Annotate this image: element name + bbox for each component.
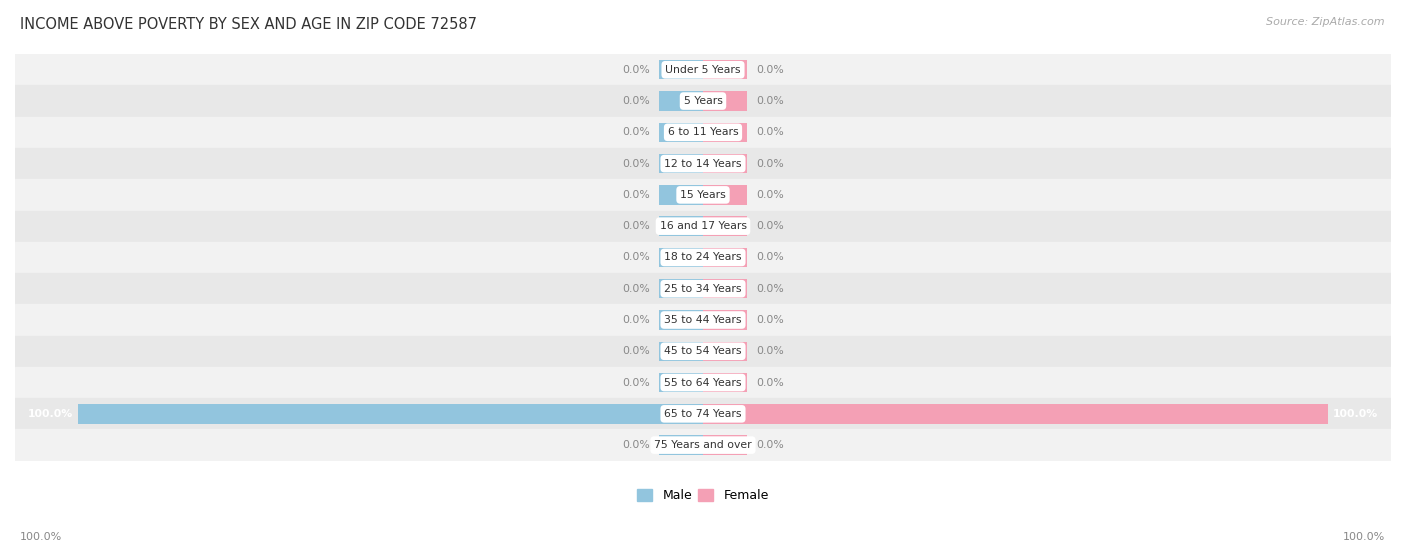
Text: 25 to 34 Years: 25 to 34 Years [664, 284, 742, 293]
Bar [15, 398, 1391, 429]
Bar [703, 91, 747, 111]
Legend: Male, Female: Male, Female [633, 484, 773, 508]
Bar [77, 404, 703, 424]
Bar [659, 373, 703, 392]
Bar [703, 60, 747, 79]
Text: 100.0%: 100.0% [1333, 409, 1378, 419]
Bar [15, 304, 1391, 335]
Bar [15, 273, 1391, 304]
Bar [703, 404, 1329, 424]
Bar [659, 91, 703, 111]
Text: 0.0%: 0.0% [621, 221, 650, 231]
Text: 55 to 64 Years: 55 to 64 Years [664, 377, 742, 387]
Bar [703, 435, 747, 455]
Bar [703, 185, 747, 205]
Text: 0.0%: 0.0% [756, 377, 785, 387]
Bar [15, 179, 1391, 211]
Bar [703, 373, 747, 392]
Bar [15, 148, 1391, 179]
Text: 12 to 14 Years: 12 to 14 Years [664, 159, 742, 169]
Bar [659, 185, 703, 205]
Bar [659, 342, 703, 361]
Text: 0.0%: 0.0% [756, 253, 785, 262]
Bar [15, 86, 1391, 117]
Bar [15, 54, 1391, 86]
Text: 0.0%: 0.0% [621, 346, 650, 356]
Bar [15, 117, 1391, 148]
Bar [703, 122, 747, 142]
Bar [15, 242, 1391, 273]
Text: 0.0%: 0.0% [756, 65, 785, 75]
Bar [659, 154, 703, 173]
Text: 0.0%: 0.0% [621, 253, 650, 262]
Text: 100.0%: 100.0% [28, 409, 73, 419]
Text: 0.0%: 0.0% [756, 221, 785, 231]
Text: 15 Years: 15 Years [681, 190, 725, 200]
Text: 0.0%: 0.0% [756, 315, 785, 325]
Text: 100.0%: 100.0% [1343, 532, 1385, 542]
Text: 16 and 17 Years: 16 and 17 Years [659, 221, 747, 231]
Bar [703, 342, 747, 361]
Text: 0.0%: 0.0% [621, 65, 650, 75]
Text: 5 Years: 5 Years [683, 96, 723, 106]
Text: 18 to 24 Years: 18 to 24 Years [664, 253, 742, 262]
Text: Source: ZipAtlas.com: Source: ZipAtlas.com [1267, 17, 1385, 27]
Text: 0.0%: 0.0% [756, 440, 785, 450]
Text: 0.0%: 0.0% [621, 377, 650, 387]
Text: 6 to 11 Years: 6 to 11 Years [668, 127, 738, 138]
Bar [15, 211, 1391, 242]
Bar [703, 248, 747, 267]
Text: 65 to 74 Years: 65 to 74 Years [664, 409, 742, 419]
Bar [659, 248, 703, 267]
Text: 0.0%: 0.0% [756, 96, 785, 106]
Text: 0.0%: 0.0% [756, 127, 785, 138]
Bar [703, 279, 747, 299]
Text: 0.0%: 0.0% [756, 284, 785, 293]
Bar [15, 367, 1391, 398]
Text: INCOME ABOVE POVERTY BY SEX AND AGE IN ZIP CODE 72587: INCOME ABOVE POVERTY BY SEX AND AGE IN Z… [20, 17, 477, 32]
Bar [659, 435, 703, 455]
Text: 0.0%: 0.0% [621, 159, 650, 169]
Bar [703, 216, 747, 236]
Text: 0.0%: 0.0% [621, 96, 650, 106]
Text: 100.0%: 100.0% [20, 532, 62, 542]
Text: 0.0%: 0.0% [756, 190, 785, 200]
Bar [659, 310, 703, 330]
Text: 0.0%: 0.0% [621, 440, 650, 450]
Text: 0.0%: 0.0% [756, 346, 785, 356]
Text: 0.0%: 0.0% [621, 315, 650, 325]
Bar [659, 122, 703, 142]
Text: 75 Years and over: 75 Years and over [654, 440, 752, 450]
Text: 45 to 54 Years: 45 to 54 Years [664, 346, 742, 356]
Text: 0.0%: 0.0% [621, 127, 650, 138]
Text: 0.0%: 0.0% [621, 190, 650, 200]
Text: Under 5 Years: Under 5 Years [665, 65, 741, 75]
Bar [15, 429, 1391, 461]
Bar [703, 310, 747, 330]
Bar [659, 216, 703, 236]
Bar [15, 335, 1391, 367]
Bar [659, 279, 703, 299]
Text: 0.0%: 0.0% [756, 159, 785, 169]
Bar [659, 60, 703, 79]
Text: 35 to 44 Years: 35 to 44 Years [664, 315, 742, 325]
Bar [703, 154, 747, 173]
Text: 0.0%: 0.0% [621, 284, 650, 293]
